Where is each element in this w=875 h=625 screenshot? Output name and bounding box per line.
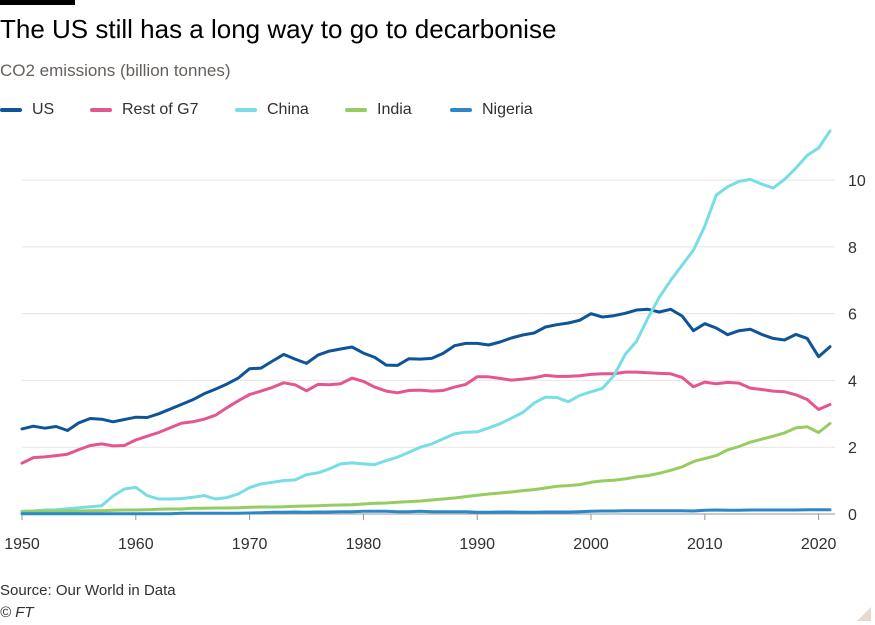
y-tick-label: 2 (848, 440, 857, 457)
y-tick-label: 10 (848, 173, 866, 190)
legend-item-china: China (235, 99, 309, 121)
series-line-us (20, 307, 832, 432)
chart-title: The US still has a long way to go to dec… (0, 14, 557, 44)
legend-item-rest-of-g7: Rest of G7 (90, 99, 198, 121)
y-tick-label: 0 (848, 507, 857, 524)
copyright-note: © FT (0, 604, 34, 621)
legend-item-nigeria: Nigeria (450, 99, 533, 121)
legend-item-india: India (345, 99, 412, 121)
x-tick-label: 1950 (4, 536, 40, 553)
source-note: Source: Our World in Data (0, 582, 176, 599)
series-line-nigeria (20, 508, 832, 516)
legend-label-us: US (32, 101, 55, 118)
legend-label-nigeria: Nigeria (482, 101, 533, 118)
y-tick-label: 6 (848, 307, 857, 324)
x-tick-label: 2020 (801, 536, 837, 553)
x-tick-label: 1970 (232, 536, 268, 553)
legend-swatch-india (345, 108, 367, 112)
y-tick-label: 4 (848, 373, 857, 390)
legend-swatch-rest-of-g7 (90, 108, 112, 112)
x-tick-label: 2010 (687, 536, 723, 553)
legend-label-rest-of-g7: Rest of G7 (122, 101, 199, 118)
brand-bar (0, 0, 75, 5)
resize-corner-icon (857, 607, 871, 621)
y-tick-label: 8 (848, 240, 857, 257)
legend-item-us: US (0, 99, 54, 121)
legend-swatch-us (0, 108, 22, 112)
legend-swatch-china (235, 108, 257, 112)
legend-swatch-nigeria (450, 108, 472, 112)
x-tick-label: 1980 (346, 536, 382, 553)
series-line-china (20, 129, 832, 513)
x-tick-label: 2000 (573, 536, 609, 553)
chart-subtitle: CO2 emissions (billion tonnes) (0, 61, 231, 80)
series-line-rest-of-g7 (20, 370, 832, 465)
series-line-india (20, 422, 832, 514)
legend-label-india: India (377, 101, 412, 118)
x-tick-label: 1960 (118, 536, 154, 553)
legend-label-china: China (267, 101, 309, 118)
x-tick-label: 1990 (459, 536, 495, 553)
